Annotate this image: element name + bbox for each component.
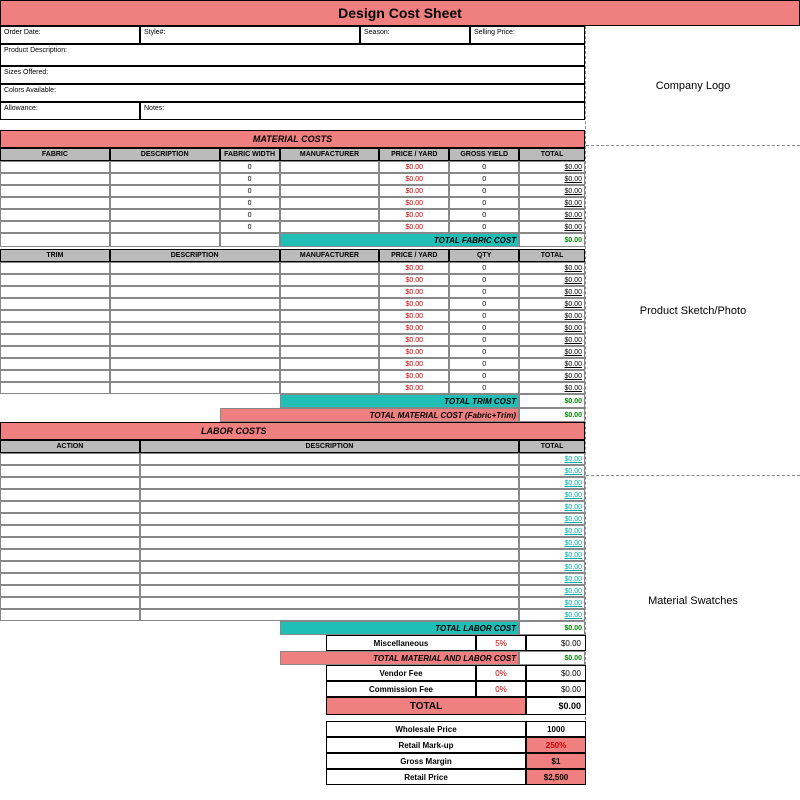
fabric-row[interactable]: 0$0.000$0.00 xyxy=(0,209,585,221)
trim-row[interactable]: $0.000$0.00 xyxy=(0,382,585,394)
markup-label: Retail Mark-up xyxy=(326,737,526,753)
total-ml-label: TOTAL MATERIAL AND LABOR COST xyxy=(280,651,520,665)
comm-pct: 0% xyxy=(476,681,526,697)
margin-label: Gross Margin xyxy=(326,753,526,769)
total-labor-value: $0.00 xyxy=(519,621,585,635)
fabric-row[interactable]: 0$0.000$0.00 xyxy=(0,197,585,209)
fabric-headers: FABRIC DESCRIPTION FABRIC WIDTH MANUFACT… xyxy=(0,148,585,161)
labor-row[interactable]: $0.00 xyxy=(0,585,585,597)
style-field[interactable]: Style#: xyxy=(140,26,360,44)
labor-headers: ACTION DESCRIPTION TOTAL xyxy=(0,440,585,453)
material-costs-header: MATERIAL COSTS xyxy=(0,130,585,148)
trim-row[interactable]: $0.000$0.00 xyxy=(0,322,585,334)
sizes-field[interactable]: Sizes Offered: xyxy=(0,66,585,84)
labor-row[interactable]: $0.00 xyxy=(0,489,585,501)
labor-row[interactable]: $0.00 xyxy=(0,453,585,465)
labor-row[interactable]: $0.00 xyxy=(0,549,585,561)
fabric-row[interactable]: 0$0.000$0.00 xyxy=(0,161,585,173)
trim-row[interactable]: $0.000$0.00 xyxy=(0,310,585,322)
comm-val: $0.00 xyxy=(526,681,586,697)
total-material-value: $0.00 xyxy=(519,408,585,422)
wholesale-val: 1000 xyxy=(526,721,586,737)
labor-row[interactable]: $0.00 xyxy=(0,561,585,573)
trim-row[interactable]: $0.000$0.00 xyxy=(0,274,585,286)
fabric-row[interactable]: 0$0.000$0.00 xyxy=(0,173,585,185)
trim-row[interactable]: $0.000$0.00 xyxy=(0,358,585,370)
labor-row[interactable]: $0.00 xyxy=(0,597,585,609)
material-swatches-panel: Material Swatches xyxy=(586,476,800,726)
retail-label: Retail Price xyxy=(326,769,526,785)
vendor-label: Vendor Fee xyxy=(326,665,476,681)
notes-field[interactable]: Notes: xyxy=(140,102,585,120)
total-fabric-value: $0.00 xyxy=(519,233,585,247)
grand-total-label: TOTAL xyxy=(326,697,526,715)
total-trim-value: $0.00 xyxy=(519,394,585,408)
labor-row[interactable]: $0.00 xyxy=(0,537,585,549)
trim-row[interactable]: $0.000$0.00 xyxy=(0,262,585,274)
trim-headers: TRIM DESCRIPTION MANUFACTURER PRICE / YA… xyxy=(0,249,585,262)
trim-row[interactable]: $0.000$0.00 xyxy=(0,286,585,298)
vendor-pct: 0% xyxy=(476,665,526,681)
season-field[interactable]: Season: xyxy=(360,26,470,44)
margin-val: $1 xyxy=(526,753,586,769)
comm-label: Commission Fee xyxy=(326,681,476,697)
company-logo-panel: Company Logo xyxy=(586,26,800,146)
wholesale-label: Wholesale Price xyxy=(326,721,526,737)
page-title: Design Cost Sheet xyxy=(0,0,800,26)
misc-label: Miscellaneous xyxy=(326,635,476,651)
labor-row[interactable]: $0.00 xyxy=(0,525,585,537)
total-material-label: TOTAL MATERIAL COST (Fabric+Trim) xyxy=(220,408,519,422)
vendor-val: $0.00 xyxy=(526,665,586,681)
total-trim-label: TOTAL TRIM COST xyxy=(280,394,520,408)
labor-row[interactable]: $0.00 xyxy=(0,573,585,585)
labor-row[interactable]: $0.00 xyxy=(0,465,585,477)
product-desc-field[interactable]: Product Description: xyxy=(0,44,585,66)
product-sketch-panel: Product Sketch/Photo xyxy=(586,146,800,476)
grand-total-value: $0.00 xyxy=(526,697,586,715)
labor-costs-header: LABOR COSTS xyxy=(0,422,585,440)
trim-row[interactable]: $0.000$0.00 xyxy=(0,334,585,346)
total-fabric-label: TOTAL FABRIC COST xyxy=(280,233,520,247)
fabric-row[interactable]: 0$0.000$0.00 xyxy=(0,185,585,197)
selling-price-field[interactable]: Selling Price: xyxy=(470,26,585,44)
fabric-row[interactable]: 0$0.000$0.00 xyxy=(0,221,585,233)
trim-row[interactable]: $0.000$0.00 xyxy=(0,346,585,358)
labor-row[interactable]: $0.00 xyxy=(0,513,585,525)
total-ml-value: $0.00 xyxy=(519,651,585,665)
trim-row[interactable]: $0.000$0.00 xyxy=(0,298,585,310)
trim-row[interactable]: $0.000$0.00 xyxy=(0,370,585,382)
labor-row[interactable]: $0.00 xyxy=(0,477,585,489)
total-labor-label: TOTAL LABOR COST xyxy=(280,621,520,635)
misc-val: $0.00 xyxy=(526,635,586,651)
allowance-field[interactable]: Allowance: xyxy=(0,102,140,120)
misc-pct: 5% xyxy=(476,635,526,651)
colors-field[interactable]: Colors Available: xyxy=(0,84,585,102)
order-date-field[interactable]: Order Date: xyxy=(0,26,140,44)
markup-val: 250% xyxy=(526,737,586,753)
labor-row[interactable]: $0.00 xyxy=(0,609,585,621)
retail-val: $2,500 xyxy=(526,769,586,785)
labor-row[interactable]: $0.00 xyxy=(0,501,585,513)
